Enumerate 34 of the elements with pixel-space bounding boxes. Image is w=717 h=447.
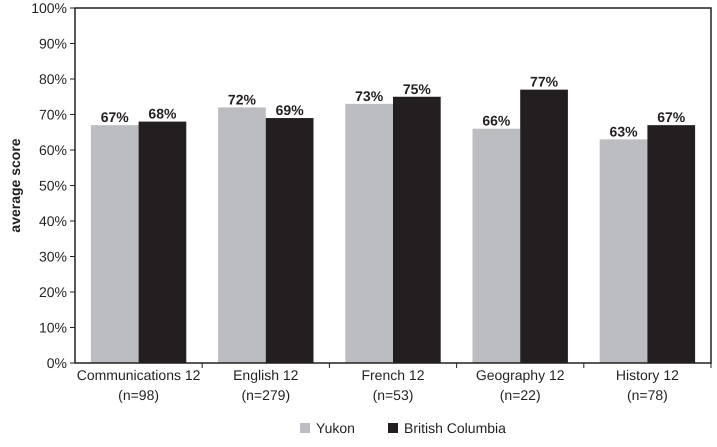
y-tick-label: 70% [38, 106, 67, 122]
y-tick-label: 50% [38, 178, 67, 194]
legend-label: British Columbia [404, 420, 506, 436]
data-label: 73% [355, 88, 384, 104]
data-label: 69% [276, 102, 304, 118]
legend-label: Yukon [316, 420, 355, 436]
y-tick-label: 20% [38, 284, 67, 300]
y-tick-label: 40% [38, 213, 67, 229]
data-label: 77% [530, 74, 559, 90]
x-tick-label: French 12 (n=53) [361, 367, 425, 403]
data-label: 67% [100, 109, 130, 126]
y-tick-label: 100% [31, 0, 67, 16]
bar [218, 107, 266, 363]
x-tick-label: Geography 12 (n=22) [476, 367, 565, 403]
bar [600, 139, 648, 363]
x-tick-label: Communications 12 (n=98) [76, 367, 201, 403]
bar [472, 128, 520, 363]
data-label: 72% [228, 91, 257, 108]
y-tick-label: 0% [46, 355, 67, 371]
x-tick-label: English 12 (n=279) [233, 367, 299, 403]
bar [90, 125, 139, 363]
data-label: 68% [148, 106, 178, 122]
data-label: 75% [402, 80, 432, 97]
data-label: 67% [657, 109, 686, 126]
y-tick-label: 80% [38, 71, 67, 87]
y-tick-label: 60% [38, 142, 67, 158]
data-label: 63% [610, 123, 638, 140]
data-label: 66% [482, 112, 511, 129]
bar [345, 104, 393, 363]
y-tick-label: 30% [38, 248, 67, 264]
y-tick-label: 90% [38, 36, 67, 52]
x-tick-label: History 12 (n=78) [616, 367, 680, 403]
y-axis-title: average score [7, 138, 23, 233]
y-tick-label: 10% [38, 320, 67, 336]
